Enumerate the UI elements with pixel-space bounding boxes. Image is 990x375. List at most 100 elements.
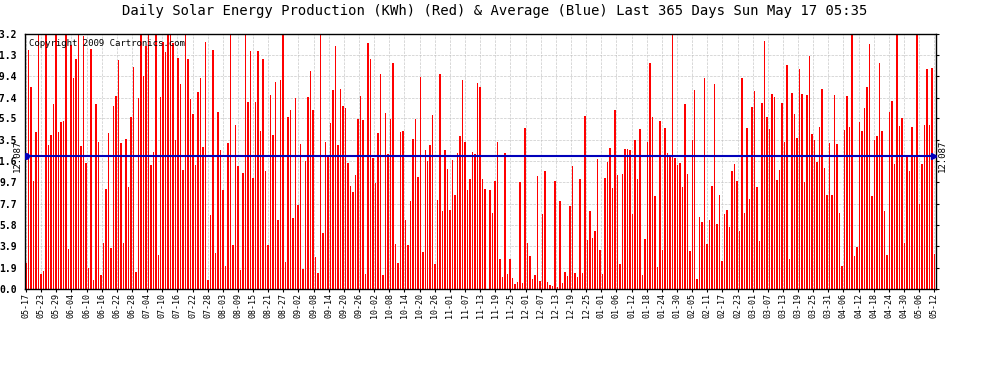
Bar	[704, 78, 706, 289]
Bar	[354, 174, 356, 289]
Bar	[312, 110, 314, 289]
Bar	[604, 178, 606, 289]
Bar	[70, 45, 71, 289]
Bar	[661, 250, 663, 289]
Bar	[871, 196, 872, 289]
Bar	[707, 244, 708, 289]
Bar	[624, 148, 626, 289]
Bar	[751, 107, 752, 289]
Bar	[317, 273, 319, 289]
Bar	[622, 174, 623, 289]
Bar	[858, 122, 860, 289]
Bar	[739, 231, 741, 289]
Bar	[277, 220, 279, 289]
Bar	[190, 99, 191, 289]
Bar	[200, 78, 201, 289]
Bar	[754, 91, 755, 289]
Bar	[479, 87, 481, 289]
Bar	[249, 51, 251, 289]
Bar	[642, 275, 644, 289]
Bar	[322, 233, 324, 289]
Bar	[349, 186, 351, 289]
Bar	[919, 204, 920, 289]
Bar	[464, 142, 466, 289]
Bar	[148, 34, 149, 289]
Bar	[717, 224, 718, 289]
Bar	[417, 177, 419, 289]
Bar	[437, 200, 439, 289]
Bar	[781, 103, 783, 289]
Bar	[889, 112, 890, 289]
Bar	[230, 34, 232, 289]
Bar	[103, 243, 104, 289]
Bar	[330, 123, 332, 289]
Bar	[369, 59, 371, 289]
Bar	[60, 122, 61, 289]
Bar	[240, 270, 242, 289]
Bar	[377, 134, 378, 289]
Bar	[522, 283, 524, 289]
Bar	[520, 182, 521, 289]
Bar	[352, 192, 353, 289]
Bar	[689, 251, 690, 289]
Bar	[629, 150, 631, 289]
Bar	[722, 261, 723, 289]
Bar	[868, 44, 870, 289]
Bar	[98, 142, 99, 289]
Bar	[295, 98, 296, 289]
Bar	[584, 116, 586, 289]
Bar	[686, 174, 688, 289]
Bar	[165, 52, 166, 289]
Bar	[397, 263, 399, 289]
Bar	[569, 206, 570, 289]
Bar	[62, 121, 64, 289]
Bar	[824, 168, 826, 289]
Bar	[540, 280, 541, 289]
Bar	[926, 69, 928, 289]
Bar	[477, 83, 478, 289]
Bar	[457, 153, 458, 289]
Bar	[90, 49, 92, 289]
Bar	[654, 196, 655, 289]
Bar	[36, 132, 37, 289]
Bar	[656, 267, 658, 289]
Bar	[784, 142, 785, 289]
Bar	[267, 244, 269, 289]
Bar	[482, 179, 483, 289]
Bar	[848, 126, 850, 289]
Bar	[574, 273, 576, 289]
Bar	[110, 248, 112, 289]
Bar	[676, 165, 678, 289]
Bar	[551, 286, 553, 289]
Bar	[786, 64, 788, 289]
Bar	[133, 67, 134, 289]
Bar	[435, 264, 436, 289]
Bar	[128, 187, 129, 289]
Bar	[709, 220, 711, 289]
Bar	[384, 113, 386, 289]
Bar	[430, 145, 431, 289]
Bar	[270, 95, 271, 289]
Bar	[530, 256, 531, 289]
Bar	[911, 127, 913, 289]
Bar	[774, 96, 775, 289]
Bar	[452, 160, 453, 289]
Bar	[343, 106, 344, 289]
Bar	[85, 163, 87, 289]
Bar	[674, 158, 675, 289]
Bar	[599, 249, 601, 289]
Bar	[95, 104, 97, 289]
Bar	[75, 59, 76, 289]
Bar	[729, 226, 731, 289]
Bar	[420, 77, 421, 289]
Bar	[340, 88, 342, 289]
Bar	[145, 46, 147, 289]
Bar	[213, 50, 214, 289]
Bar	[140, 34, 142, 289]
Bar	[197, 92, 199, 289]
Bar	[904, 243, 905, 289]
Bar	[856, 248, 857, 289]
Bar	[921, 164, 923, 289]
Bar	[467, 190, 468, 289]
Bar	[806, 95, 808, 289]
